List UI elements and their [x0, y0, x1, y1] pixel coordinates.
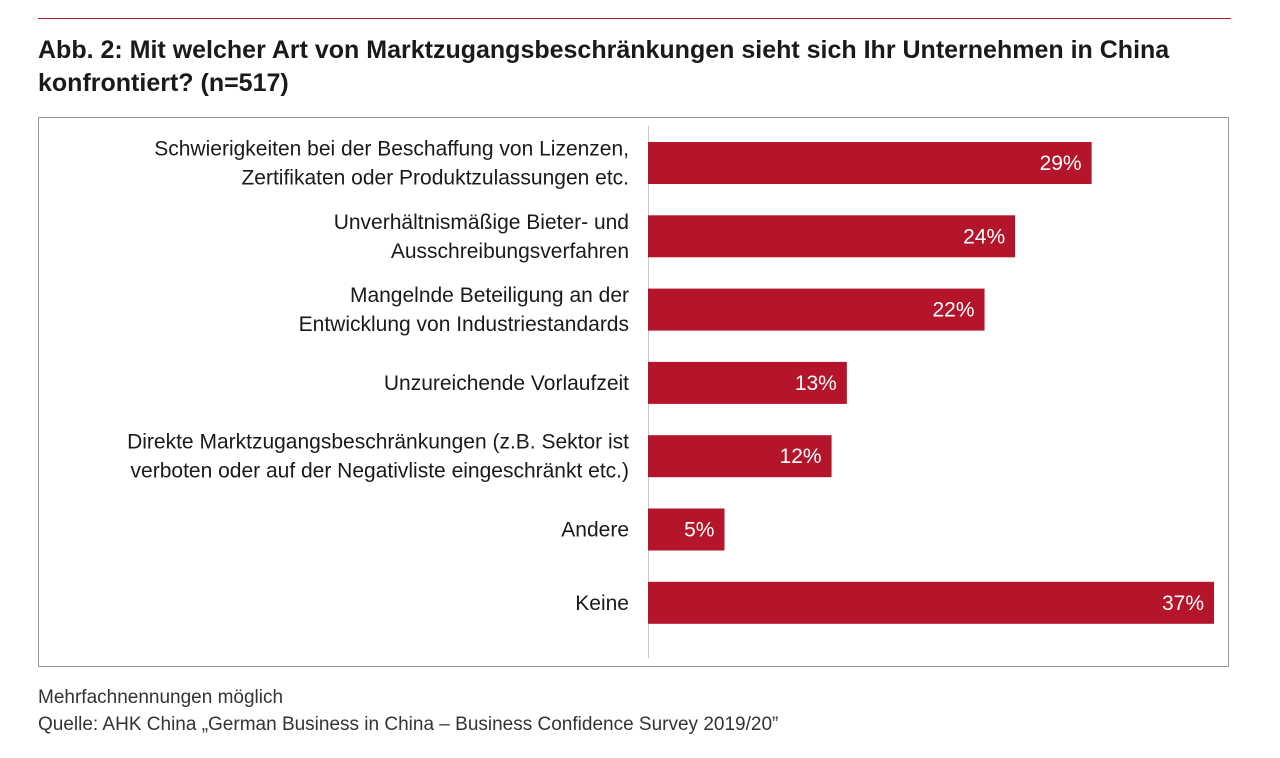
category-label: Unverhältnismäßige Bieter- und: [334, 211, 629, 234]
top-rule: [38, 18, 1231, 19]
category-label: Direkte Marktzugangsbeschränkungen (z.B.…: [127, 431, 629, 454]
chart-frame: 29% Schwierigkeiten bei der Beschaffung v…: [38, 117, 1229, 667]
chart-title: Abb. 2: Mit welcher Art von Marktzugangs…: [38, 36, 1170, 97]
data-label: 22%: [933, 299, 975, 322]
category-label: verboten oder auf der Negativliste einge…: [131, 460, 629, 483]
bar: [648, 288, 985, 331]
bar: [648, 361, 847, 404]
category-label: Keine: [575, 592, 629, 615]
bar: [648, 581, 1214, 624]
bar: [648, 435, 832, 478]
data-label: 13%: [795, 372, 837, 395]
bar: [648, 215, 1016, 258]
category-label: Zertifikaten oder Produktzulassungen etc…: [241, 167, 629, 190]
footnote: Mehrfachnennungen möglich Quelle: AHK Ch…: [38, 684, 778, 738]
bar: [648, 508, 725, 551]
data-label: 37%: [1162, 592, 1204, 615]
footnote-source: Quelle: AHK China „German Business in Ch…: [38, 714, 779, 735]
data-label: 24%: [963, 225, 1005, 248]
category-label: Ausschreibungsverfahren: [391, 240, 629, 263]
bar-chart: 29% Schwierigkeiten bei der Beschaffung v…: [127, 126, 1214, 658]
category-label: Mangelnde Beteiligung an der: [350, 284, 629, 307]
category-label: Schwierigkeiten bei der Beschaffung von …: [154, 138, 629, 161]
bar: [648, 142, 1092, 184]
footnote-note: Mehrfachnennungen möglich: [38, 687, 284, 708]
category-label: Unzureichende Vorlaufzeit: [384, 372, 629, 395]
data-label: 5%: [684, 519, 714, 542]
category-label: Entwicklung von Industriestandards: [299, 313, 629, 336]
data-label: 29%: [1040, 152, 1082, 175]
category-label: Andere: [561, 519, 629, 542]
data-label: 12%: [780, 445, 822, 468]
